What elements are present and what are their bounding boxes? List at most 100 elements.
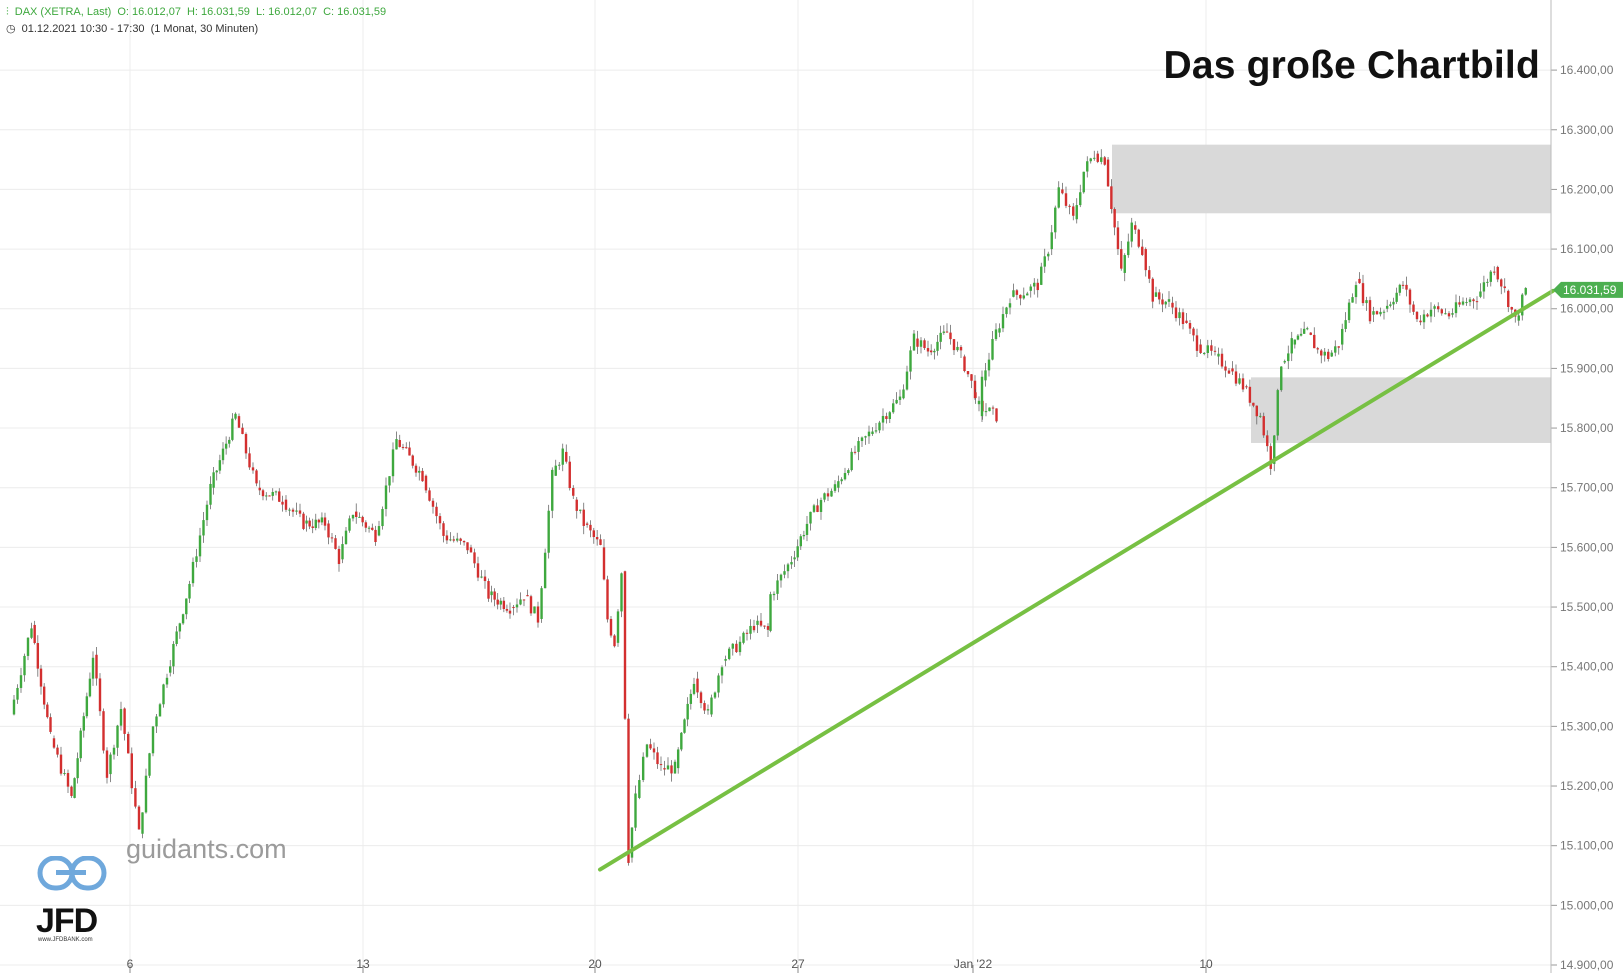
candle-body (98, 678, 102, 712)
candle-body (710, 697, 713, 715)
candle-body (499, 600, 502, 605)
candle-body (85, 696, 89, 717)
candle-body (952, 339, 956, 351)
candle-body (418, 470, 421, 473)
candle-body (742, 632, 745, 643)
x-tick-label: 6 (127, 957, 134, 971)
candle-body (1323, 351, 1326, 356)
candle-body (395, 439, 398, 450)
candle-body (367, 527, 371, 529)
candle-body (966, 371, 970, 375)
candle-body (1134, 225, 1137, 230)
x-tick-label: 20 (588, 957, 602, 971)
candle-body (23, 655, 26, 676)
candle-body (218, 460, 222, 471)
candle-body (526, 595, 529, 597)
candle-body (1468, 299, 1472, 303)
candle-body (381, 509, 384, 527)
candle-body (1057, 187, 1060, 208)
candle-body (689, 693, 693, 704)
candle-body (134, 788, 137, 807)
candle-body (178, 623, 182, 632)
candle-body (942, 331, 946, 333)
candle-body (162, 684, 165, 705)
candle-body (1123, 255, 1126, 273)
candle-body (30, 628, 33, 638)
candle-body (630, 827, 634, 858)
candle-body (540, 588, 543, 619)
candle-body (268, 495, 271, 497)
candle-body (536, 606, 540, 623)
y-tick-label: 15.500,00 (1560, 600, 1614, 614)
candle-body (673, 761, 677, 774)
candle-body (1203, 352, 1206, 354)
candle-body (745, 632, 749, 634)
candle-body (923, 340, 926, 349)
candle-body (371, 527, 374, 530)
resistance-support-zones (1112, 144, 1551, 443)
candle-body (1001, 314, 1005, 329)
candle-body (205, 504, 209, 521)
candle-body (1273, 435, 1276, 464)
candle-body (158, 704, 162, 717)
candle-body (1517, 315, 1520, 321)
candle-body (355, 511, 358, 518)
candle-body (905, 371, 909, 390)
candle-body (1050, 232, 1053, 250)
candle-body (172, 643, 175, 667)
candle-body (1192, 328, 1195, 336)
candle-body (1015, 290, 1019, 295)
candle-body (155, 716, 158, 727)
candle-body (384, 485, 388, 510)
candle-body (1330, 352, 1333, 357)
candle-body (116, 725, 119, 748)
y-tick-label: 15.300,00 (1560, 719, 1614, 733)
candle-body (819, 500, 823, 512)
candle-body (949, 332, 952, 340)
candle-body (1327, 351, 1330, 360)
candle-body (435, 506, 438, 517)
candle-body (459, 538, 462, 541)
y-tick-label: 15.900,00 (1560, 361, 1614, 375)
ohlc-info: ⫶ DAX (XETRA, Last) O: 16.012,07 H: 16.031,… (6, 6, 392, 19)
candle-body (1465, 302, 1468, 304)
candle-body (88, 678, 92, 697)
candle-body (790, 562, 793, 565)
candle-body (137, 806, 141, 830)
candle-body (871, 431, 874, 435)
candle-body (1451, 313, 1454, 315)
candle-body (1354, 285, 1358, 298)
candle-body (442, 523, 445, 536)
candle-body (185, 598, 188, 615)
candle-body (241, 427, 244, 434)
candle-body (421, 470, 424, 482)
candle-body (1103, 157, 1106, 165)
candle-body (561, 448, 564, 465)
candle-body (1255, 405, 1258, 417)
candle-body (456, 538, 459, 541)
candle-body (663, 768, 666, 770)
candle-body (1361, 283, 1365, 304)
candle-body (656, 752, 659, 765)
candle-body (505, 608, 509, 611)
candle-body (512, 607, 515, 609)
candle-body (234, 413, 237, 419)
candle-body (1302, 328, 1306, 334)
candle-body (793, 557, 796, 560)
candle-body (26, 637, 30, 656)
candle-body (1047, 253, 1050, 257)
candle-body (195, 556, 198, 562)
candle-body (1440, 309, 1443, 314)
candle-body (1195, 335, 1199, 351)
chart-type-icon: ⫶ (6, 6, 9, 18)
candle-body (956, 346, 959, 351)
candle-body (850, 451, 853, 471)
candle-body (995, 408, 998, 422)
candle-body (1496, 266, 1499, 280)
candle-body (480, 576, 483, 578)
candle-body (1454, 302, 1458, 314)
candle-body (1005, 307, 1008, 315)
candle-body (42, 686, 46, 705)
candle-body (493, 591, 496, 600)
